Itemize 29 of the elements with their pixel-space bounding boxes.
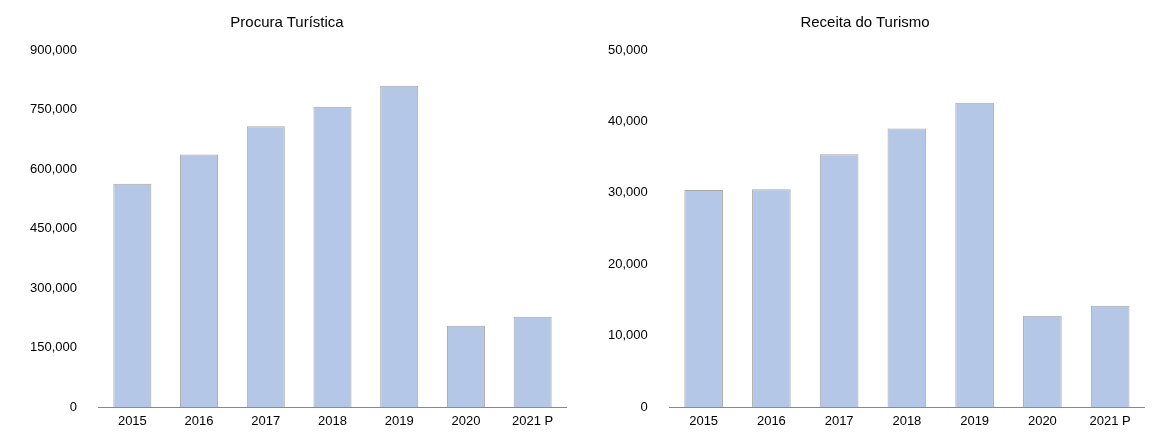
y-tick-label: 30,000 <box>608 184 648 200</box>
x-tick-label: 2021 P <box>512 412 554 428</box>
x-tick-label: 2018 <box>892 412 922 428</box>
x-tick-label: 2016 <box>756 412 786 428</box>
y-tick-label: 0 <box>69 398 77 414</box>
x-tick-label: 2020 <box>1027 412 1057 428</box>
y-tick-label: 900,000 <box>29 41 77 57</box>
x-tick-label: 2017 <box>251 412 281 428</box>
x-tick-label: 2019 <box>384 412 414 428</box>
y-tick-label: 10,000 <box>608 327 648 343</box>
chart-title: Receita do Turismo <box>800 13 930 31</box>
y-tick-label: 750,000 <box>29 101 77 117</box>
y-tick-label: 20,000 <box>608 255 648 271</box>
x-tick-label: 2017 <box>824 412 854 428</box>
y-tick-label: 300,000 <box>29 279 77 295</box>
y-tick-label: 0 <box>640 398 648 414</box>
y-tick-label: 40,000 <box>608 113 648 129</box>
x-tick-label: 2020 <box>451 412 481 428</box>
x-tick-label: 2015 <box>689 412 719 428</box>
chart-title: Procura Turística <box>230 13 345 31</box>
x-tick-label: 2021 P <box>1089 412 1131 428</box>
y-tick-label: 600,000 <box>29 160 77 176</box>
x-tick-label: 2018 <box>318 412 347 428</box>
y-tick-label: 50,000 <box>608 41 648 57</box>
x-tick-label: 2016 <box>184 412 214 428</box>
y-tick-label: 150,000 <box>29 339 77 355</box>
x-tick-label: 2019 <box>960 412 990 428</box>
y-tick-label: 450,000 <box>29 220 77 236</box>
x-tick-label: 2015 <box>117 412 147 428</box>
